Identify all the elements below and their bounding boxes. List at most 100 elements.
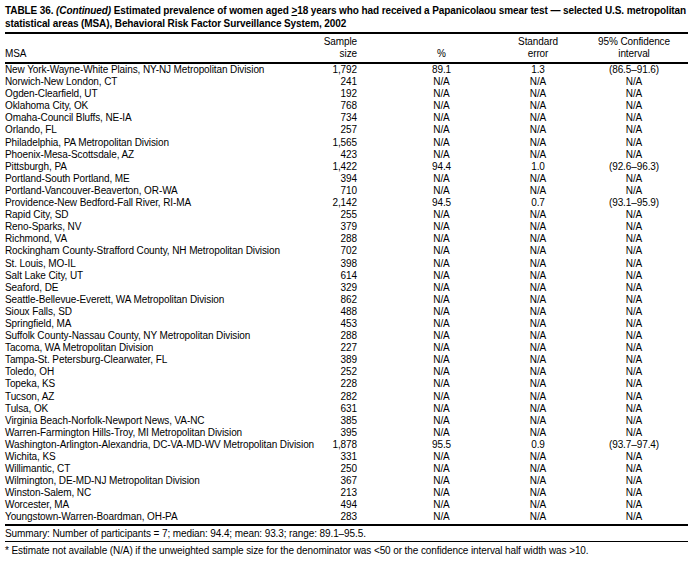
table-label: TABLE 36.	[5, 5, 53, 16]
table-row: Washington-Arlington-Alexandria, DC-VA-M…	[5, 439, 688, 451]
table-row: Tulsa, OK 631 N/A N/A N/A	[5, 403, 688, 415]
msa-cell: Toledo, OH	[5, 366, 295, 378]
table-row: Youngstown-Warren-Boardman, OH-PA 283 N/…	[5, 511, 688, 524]
percent-cell: N/A	[393, 511, 490, 524]
msa-cell: Portland-Vancouver-Beaverton, OR-WA	[5, 185, 295, 197]
msa-cell: Youngstown-Warren-Boardman, OH-PA	[5, 511, 295, 524]
table-row: Omaha-Council Bluffs, NE-IA 734 N/A N/A …	[5, 112, 688, 124]
sample-size-cell: 385	[295, 415, 393, 427]
confidence-interval-cell: N/A	[586, 391, 688, 403]
msa-cell: Providence-New Bedford-Fall River, RI-MA	[5, 197, 295, 209]
standard-error-cell: N/A	[490, 451, 586, 463]
msa-cell: Tucson, AZ	[5, 391, 295, 403]
confidence-interval-cell: N/A	[586, 233, 688, 245]
msa-cell: Oklahoma City, OK	[5, 100, 295, 112]
confidence-interval-cell: N/A	[586, 270, 688, 282]
sample-size-cell: 389	[295, 354, 393, 366]
confidence-interval-cell: N/A	[586, 451, 688, 463]
standard-error-cell: N/A	[490, 270, 586, 282]
sample-size-cell: 614	[295, 270, 393, 282]
standard-error-cell: N/A	[490, 245, 586, 257]
percent-cell: N/A	[393, 88, 490, 100]
standard-error-cell: 1.3	[490, 63, 586, 76]
msa-cell: Richmond, VA	[5, 233, 295, 245]
percent-cell: N/A	[393, 475, 490, 487]
table-row: Richmond, VA 288 N/A N/A N/A	[5, 233, 688, 245]
sample-size-cell: 1,792	[295, 63, 393, 76]
standard-error-cell: N/A	[490, 173, 586, 185]
table-row: Rockingham County-Strafford County, NH M…	[5, 245, 688, 257]
confidence-interval-cell: N/A	[586, 294, 688, 306]
msa-cell: Orlando, FL	[5, 124, 295, 136]
standard-error-cell: N/A	[490, 342, 586, 354]
percent-cell: N/A	[393, 173, 490, 185]
confidence-interval-cell: N/A	[586, 499, 688, 511]
table-row: Tucson, AZ 282 N/A N/A N/A	[5, 391, 688, 403]
msa-cell: Reno-Sparks, NV	[5, 221, 295, 233]
sample-size-cell: 252	[295, 366, 393, 378]
percent-cell: N/A	[393, 306, 490, 318]
sample-size-cell: 331	[295, 451, 393, 463]
standard-error-cell: N/A	[490, 415, 586, 427]
confidence-interval-cell: N/A	[586, 221, 688, 233]
confidence-interval-cell: N/A	[586, 245, 688, 257]
msa-cell: Phoenix-Mesa-Scottsdale, AZ	[5, 149, 295, 161]
standard-error-cell: N/A	[490, 137, 586, 149]
summary-line: Summary: Number of participants = 7; med…	[5, 526, 688, 542]
percent-cell: N/A	[393, 294, 490, 306]
column-header-sample-size: Samplesize	[295, 35, 393, 63]
percent-cell: N/A	[393, 245, 490, 257]
percent-cell: N/A	[393, 112, 490, 124]
msa-cell: Willimantic, CT	[5, 463, 295, 475]
percent-cell: N/A	[393, 100, 490, 112]
standard-error-cell: N/A	[490, 185, 586, 197]
standard-error-cell: N/A	[490, 403, 586, 415]
table-row: Orlando, FL 257 N/A N/A N/A	[5, 124, 688, 136]
standard-error-cell: N/A	[490, 209, 586, 221]
standard-error-cell: N/A	[490, 76, 586, 88]
msa-cell: Salt Lake City, UT	[5, 270, 295, 282]
msa-cell: Warren-Farmington Hills-Troy, MI Metropo…	[5, 427, 295, 439]
sample-size-cell: 710	[295, 185, 393, 197]
msa-cell: Seattle-Bellevue-Everett, WA Metropolita…	[5, 294, 295, 306]
confidence-interval-cell: (86.5–91.6)	[586, 63, 688, 76]
sample-size-cell: 395	[295, 427, 393, 439]
percent-cell: N/A	[393, 149, 490, 161]
confidence-interval-cell: N/A	[586, 173, 688, 185]
percent-cell: N/A	[393, 185, 490, 197]
table-title-text: Estimated prevalence of women aged	[114, 5, 289, 16]
msa-cell: Topeka, KS	[5, 378, 295, 390]
sample-size-cell: 423	[295, 149, 393, 161]
sample-size-cell: 255	[295, 209, 393, 221]
table-row: Springfield, MA 453 N/A N/A N/A	[5, 318, 688, 330]
confidence-interval-cell: N/A	[586, 427, 688, 439]
sample-size-cell: 227	[295, 342, 393, 354]
msa-cell: Rockingham County-Strafford County, NH M…	[5, 245, 295, 257]
table-row: Pittsburgh, PA 1,422 94.4 1.0 (92.6–96.3…	[5, 161, 688, 173]
confidence-interval-cell: N/A	[586, 318, 688, 330]
msa-cell: Ogden-Clearfield, UT	[5, 88, 295, 100]
standard-error-cell: N/A	[490, 378, 586, 390]
table-continued-label: (Continued)	[56, 5, 111, 16]
standard-error-cell: N/A	[490, 221, 586, 233]
table-row: Rapid City, SD 255 N/A N/A N/A	[5, 209, 688, 221]
confidence-interval-cell: N/A	[586, 282, 688, 294]
confidence-interval-cell: N/A	[586, 366, 688, 378]
standard-error-cell: 1.0	[490, 161, 586, 173]
table-row: Seattle-Bellevue-Everett, WA Metropolita…	[5, 294, 688, 306]
sample-size-cell: 213	[295, 487, 393, 499]
table-row: New York-Wayne-White Plains, NY-NJ Metro…	[5, 63, 688, 76]
percent-cell: 95.5	[393, 439, 490, 451]
msa-cell: Omaha-Council Bluffs, NE-IA	[5, 112, 295, 124]
table-row: Toledo, OH 252 N/A N/A N/A	[5, 366, 688, 378]
sample-size-cell: 250	[295, 463, 393, 475]
table-row: Providence-New Bedford-Fall River, RI-MA…	[5, 197, 688, 209]
table-row: Wichita, KS 331 N/A N/A N/A	[5, 451, 688, 463]
table-row: Sioux Falls, SD 488 N/A N/A N/A	[5, 306, 688, 318]
table-row: Winston-Salem, NC 213 N/A N/A N/A	[5, 487, 688, 499]
percent-cell: N/A	[393, 233, 490, 245]
header-row: MSA Samplesize % Standarderror 95% Confi…	[5, 35, 688, 63]
standard-error-cell: N/A	[490, 233, 586, 245]
standard-error-cell: N/A	[490, 149, 586, 161]
confidence-interval-cell: N/A	[586, 124, 688, 136]
